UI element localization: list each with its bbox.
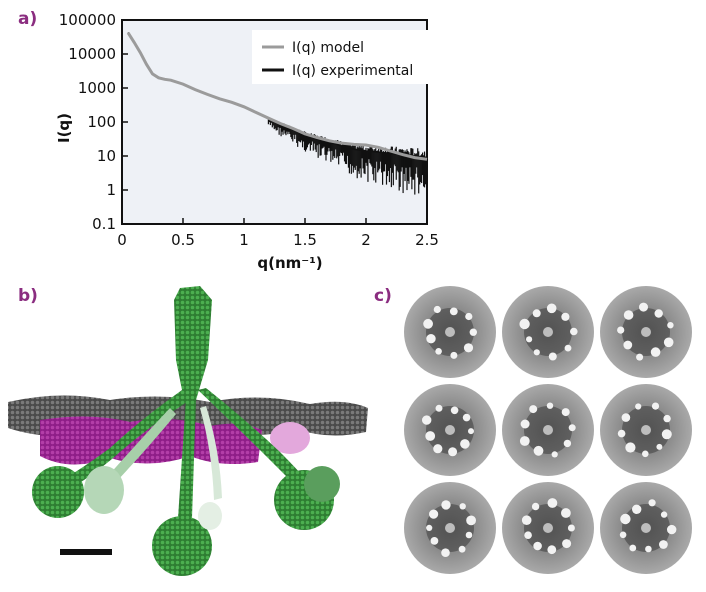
y-tick-label: 0.1 [92,215,116,233]
arm-left [62,390,190,488]
y-tick-label: 10 [97,147,116,165]
x-axis-ticks: 0 0.5 1 1.5 2 2.5 [117,218,439,249]
panel-label-a: a) [18,9,38,29]
class-average-disc [502,286,594,378]
panel-label-c: c) [374,286,392,306]
pale-purple-domain [270,422,310,454]
legend-box [252,30,442,84]
panel-label-b: b) [18,286,38,306]
class-average-disc [600,482,692,574]
legend: I(q) model I(q) experimental [252,30,442,84]
head-faded-left [84,466,124,514]
arm-right [198,388,310,490]
legend-label-model: I(q) model [292,40,364,56]
class-average-disc [502,384,594,476]
legend-label-experimental: I(q) experimental [292,63,413,79]
scale-bar [60,549,112,555]
x-tick-label: 2.5 [415,231,439,249]
arm-faded-right [200,406,222,500]
class-average-grid [404,286,692,574]
x-tick-label: 0.5 [171,231,195,249]
y-tick-label: 100000 [59,11,116,29]
arm-faded-left [108,408,176,482]
head-left [32,466,84,518]
class-average-disc [600,384,692,476]
y-tick-label: 1 [106,181,116,199]
head-right-back [304,466,340,502]
class-average-disc [600,286,692,378]
arm-center [178,398,196,518]
y-axis-ticks: 0.1 1 10 100 1000 10000 100000 [59,11,128,233]
molecular-model-illustration [8,286,368,576]
x-tick-label: 1 [239,231,249,249]
class-average-disc [502,482,594,574]
y-axis-title: I(q) [55,113,73,143]
head-bottom [152,516,212,576]
y-tick-label: 1000 [78,79,116,97]
y-tick-label: 100 [87,113,116,131]
x-tick-label: 1.5 [293,231,317,249]
series-line-model [126,31,428,161]
x-tick-label: 2 [361,231,371,249]
x-axis-title: q(nm⁻¹) [257,254,322,272]
saxs-chart: 0 0.5 1 1.5 2 2.5 0.1 1 10 100 1000 10000 100000 q(… [55,11,442,272]
x-tick-label: 0 [117,231,127,249]
y-tick-label: 10000 [68,45,116,63]
class-average-disc [404,286,496,378]
series-layer [126,31,428,161]
class-average-disc [404,384,496,476]
central-stalk [174,286,212,400]
head-faded-bottom [198,502,222,530]
class-average-disc [404,482,496,574]
